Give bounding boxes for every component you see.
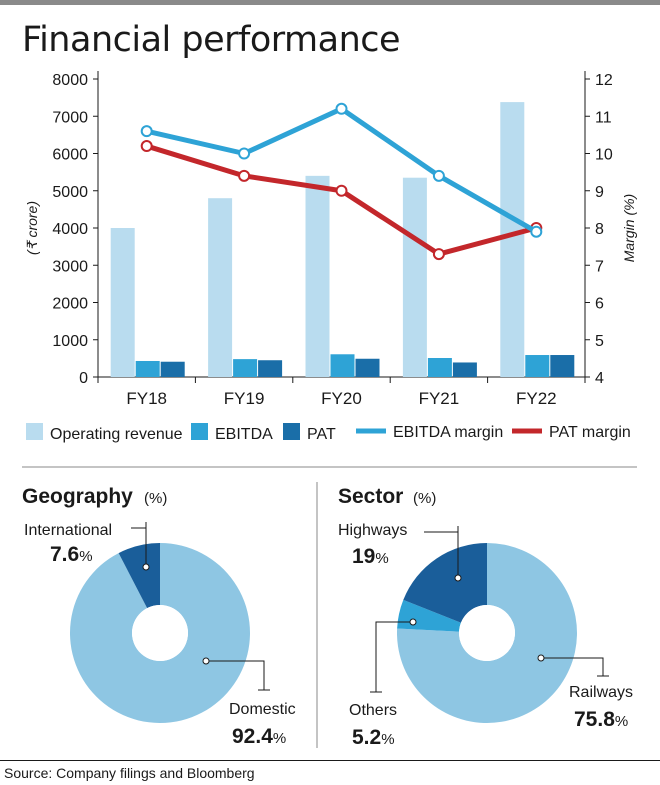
- left-tick-label: 8000: [52, 72, 88, 89]
- bottom-rule: [0, 760, 660, 761]
- ebitda-margin-line: [146, 106, 538, 234]
- left-tick-label: 6000: [52, 147, 88, 164]
- x-tick-label: FY22: [516, 389, 557, 408]
- x-tick-label: FY20: [321, 389, 362, 408]
- bar-operating-revenue: [402, 177, 427, 377]
- geography-unit: (%): [144, 490, 167, 507]
- geography-value-international: 7.6%: [50, 543, 93, 566]
- sector-slice-highways: [403, 543, 487, 623]
- bar-operating-revenue: [305, 175, 330, 377]
- right-tick-label: 4: [595, 370, 604, 387]
- left-tick-label: 1000: [52, 333, 88, 350]
- label-anchor-dot: [142, 563, 150, 571]
- sector-label-railways: Railways: [569, 684, 633, 701]
- ebitda-margin-point: [140, 125, 153, 138]
- sector-label-others: Others: [349, 702, 397, 719]
- legend-label-pat: PAT: [307, 426, 336, 443]
- ebitda-margin-point: [432, 169, 445, 182]
- geography-value-domestic: 92.4%: [232, 725, 286, 748]
- geography-label-international: International: [24, 522, 112, 539]
- sector-slice-railways: [397, 543, 578, 723]
- bar-ebitda: [427, 358, 452, 377]
- left-tick-label: 7000: [52, 109, 88, 126]
- left-tick-label: 3000: [52, 258, 88, 275]
- label-anchor-dot: [454, 574, 462, 582]
- right-tick-label: 10: [595, 147, 613, 164]
- left-tick-label: 2000: [52, 296, 88, 313]
- right-tick-label: 6: [595, 296, 604, 313]
- legend-swatch-operating-revenue: [26, 423, 43, 440]
- label-leader: [375, 621, 413, 692]
- sector-hole: [459, 605, 515, 661]
- y-axis-label: (₹ crore): [24, 201, 40, 255]
- ebitda-margin-point: [530, 225, 543, 238]
- legend-label-ebitda-margin: EBITDA margin: [393, 424, 503, 441]
- legend-swatch-pat: [283, 423, 300, 440]
- left-tick-label: 5000: [52, 184, 88, 201]
- pat-margin-point: [335, 184, 348, 197]
- source-note: Source: Company filings and Bloomberg: [4, 765, 255, 781]
- x-tick-label: FY21: [419, 389, 460, 408]
- label-anchor-dot: [409, 618, 417, 626]
- sector-value-railways: 75.8%: [574, 708, 628, 731]
- legend-label-ebitda: EBITDA: [215, 426, 273, 443]
- geography-title: Geography: [22, 485, 133, 508]
- bar-ebitda: [233, 359, 258, 377]
- x-tick-label: FY19: [224, 389, 265, 408]
- bar-pat: [550, 355, 575, 377]
- bar-operating-revenue: [500, 102, 525, 377]
- right-tick-label: 7: [595, 258, 604, 275]
- geography-slice-domestic: [69, 543, 250, 723]
- right-tick-label: 12: [595, 72, 613, 89]
- right-tick-label: 8: [595, 221, 604, 238]
- chart-title: Financial performance: [22, 20, 401, 60]
- geography-slice-international: [118, 543, 160, 609]
- label-leader: [541, 657, 604, 676]
- bar-ebitda: [525, 355, 550, 377]
- label-anchor-dot: [202, 657, 210, 665]
- legend-label-pat-margin: PAT margin: [549, 424, 631, 441]
- y2-axis-label: Margin (%): [621, 194, 637, 262]
- sector-value-highways: 19%: [352, 545, 389, 568]
- label-leader: [206, 660, 265, 690]
- bar-pat: [452, 362, 477, 377]
- sector-label-highways: Highways: [338, 522, 407, 539]
- top-bar: [0, 0, 660, 5]
- ebitda-margin-point: [335, 102, 348, 115]
- bar-ebitda: [330, 354, 355, 377]
- right-tick-label: 11: [595, 109, 612, 126]
- right-tick-label: 5: [595, 333, 604, 350]
- label-anchor-dot: [537, 654, 545, 662]
- geography-hole: [132, 605, 188, 661]
- legend-label-operating-revenue: Operating revenue: [50, 426, 183, 443]
- bar-operating-revenue: [110, 228, 135, 377]
- bar-pat: [258, 360, 283, 377]
- bar-operating-revenue: [208, 198, 233, 377]
- sector-unit: (%): [413, 490, 436, 507]
- right-tick-label: 9: [595, 184, 604, 201]
- bar-ebitda: [135, 360, 160, 377]
- left-tick-label: 4000: [52, 221, 88, 238]
- ebitda-margin-point: [238, 147, 251, 160]
- sector-title: Sector: [338, 485, 403, 508]
- pat-margin-point: [238, 169, 251, 182]
- pat-margin-point: [432, 248, 445, 261]
- bar-pat: [160, 361, 185, 377]
- legend-swatch-ebitda: [191, 423, 208, 440]
- bar-pat: [355, 358, 380, 377]
- pat-margin-point: [140, 140, 153, 153]
- x-tick-label: FY18: [126, 389, 167, 408]
- geography-label-domestic: Domestic: [229, 701, 296, 718]
- left-tick-label: 0: [79, 370, 88, 387]
- sector-value-others: 5.2%: [352, 726, 395, 749]
